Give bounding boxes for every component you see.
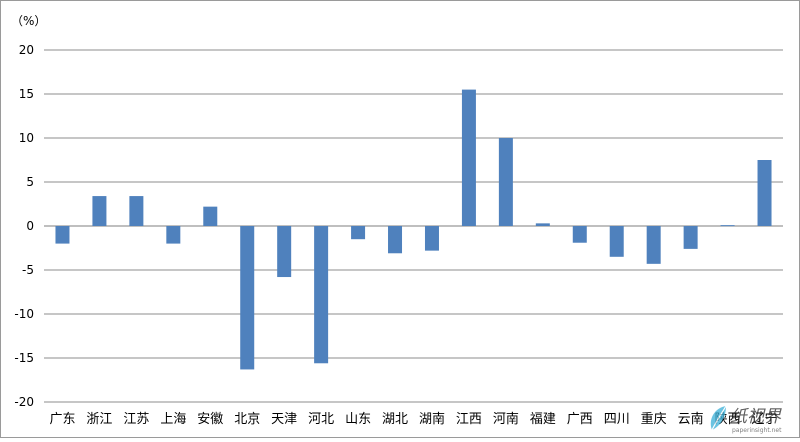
x-tick-label: 浙江: [86, 412, 112, 427]
bar: [720, 225, 735, 227]
bar: [609, 226, 624, 257]
bar: [55, 226, 70, 244]
svg-text:paperinsight.net: paperinsight.net: [732, 427, 782, 434]
y-unit-label: （%）: [11, 14, 46, 28]
svg-text:纸视界: 纸视界: [730, 407, 782, 427]
x-tick-label: 江西: [456, 412, 482, 427]
bar: [166, 226, 181, 244]
x-tick-label: 河南: [493, 411, 519, 427]
bar: [683, 226, 698, 249]
y-tick-label: 20: [19, 43, 34, 57]
bar: [203, 206, 218, 226]
y-tick-label: 10: [19, 131, 34, 145]
x-tick-label: 河北: [308, 412, 334, 427]
x-tick-label: 湖南: [419, 411, 445, 427]
bar: [424, 226, 439, 251]
x-tick-label: 北京: [234, 412, 260, 427]
y-tick-label: -10: [14, 307, 34, 321]
x-tick-label: 重庆: [641, 411, 667, 427]
x-tick-label: 四川: [604, 412, 630, 427]
bar: [92, 196, 107, 226]
watermark-logo: 纸视界 paperinsight.net: [704, 400, 796, 434]
x-tick-labels: 广东 浙江 江苏 上海 安徽 北京 天津 河北 山东 湖北 湖南 江西 河南 福建 广西 四川 重庆 云南 陕西 辽宁: [49, 411, 777, 427]
bar: [646, 226, 661, 264]
y-tick-label: -5: [22, 263, 34, 277]
gridlines: [44, 49, 783, 403]
x-tick-label: 广东: [49, 412, 75, 427]
x-tick-label: 天津: [271, 412, 297, 427]
x-tick-label: 湖北: [382, 412, 408, 427]
x-tick-label: 安徽: [197, 412, 223, 427]
y-tick-label: -15: [14, 351, 34, 365]
y-tick-label: 5: [26, 175, 34, 189]
x-tick-label: 上海: [160, 412, 186, 427]
x-tick-label: 辽宁: [752, 411, 778, 427]
y-tick-label: 0: [26, 219, 34, 233]
x-tick-label: 广西: [567, 412, 593, 427]
bar: [572, 226, 587, 243]
bars: [55, 89, 772, 370]
bar: [351, 226, 366, 240]
bar: [388, 226, 403, 254]
bar: [535, 223, 550, 226]
y-tick-label: -20: [14, 395, 34, 409]
bar: [314, 226, 329, 364]
y-tick-label: 15: [19, 87, 34, 101]
bar: [498, 138, 513, 226]
x-tick-label: 江苏: [123, 411, 149, 427]
x-tick-label: 福建: [530, 412, 556, 427]
y-tick-labels: 20 15 10 5 0 -5 -10 -15 -20: [14, 43, 34, 409]
x-tick-label: 云南: [678, 411, 704, 427]
bar: [461, 89, 476, 226]
bar: [129, 196, 144, 226]
bar: [757, 160, 772, 226]
x-tick-label: 山东: [345, 412, 371, 427]
bar: [240, 226, 255, 370]
bar: [277, 226, 292, 278]
